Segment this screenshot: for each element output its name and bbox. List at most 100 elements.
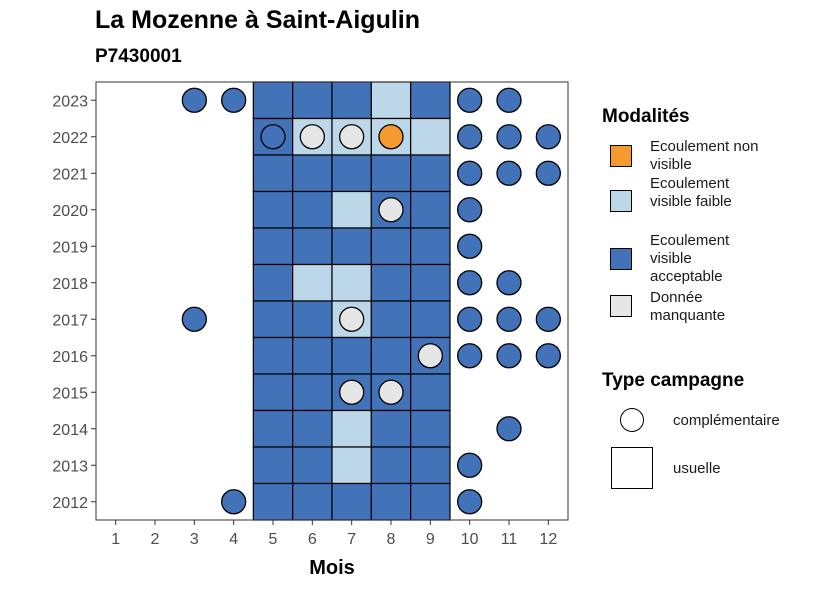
y-tick-label-2015: 2015 — [52, 385, 88, 402]
tiles-layer — [252, 81, 451, 521]
axes-layer: 1 2 3 4 5 6 7 8 9 10 11 122012201320142015201620172… — [52, 93, 557, 579]
x-tick-label-11: 11 — [501, 531, 518, 548]
point-2022-8 — [378, 124, 404, 150]
tile-2017-6 — [292, 300, 333, 339]
y-tick-label-2018: 2018 — [52, 276, 88, 293]
legend-key-visible-faible — [610, 190, 632, 212]
point-2020-10 — [457, 197, 483, 223]
point-2022-6 — [299, 124, 325, 150]
point-2023-4 — [221, 87, 247, 113]
tile-2020-5 — [252, 190, 294, 229]
point-2016-11 — [496, 343, 522, 369]
point-2023-3 — [181, 87, 207, 113]
legend-key-visible-acceptable — [610, 248, 632, 270]
x-tick-label-10: 10 — [461, 531, 479, 548]
point-2023-10 — [457, 87, 483, 113]
tile-2020-9 — [410, 190, 451, 229]
tile-2018-5 — [252, 263, 294, 302]
tile-2017-9 — [410, 300, 451, 339]
point-2021-12 — [535, 160, 561, 186]
y-tick-label-2014: 2014 — [52, 422, 88, 439]
x-tick-label-9: 9 — [426, 531, 435, 548]
tile-2012-8 — [370, 482, 412, 521]
legend-key-non-visible — [610, 145, 632, 167]
tile-2020-6 — [292, 190, 333, 229]
x-tick-label-7: 7 — [347, 531, 356, 548]
tile-2016-8 — [370, 336, 412, 375]
x-tick-label-2: 2 — [151, 531, 160, 548]
legend-modalites-title: Modalités — [602, 106, 690, 127]
tile-2016-7 — [331, 336, 372, 375]
point-2023-11 — [496, 87, 522, 113]
tile-2014-9 — [410, 409, 451, 448]
legend-key-complementaire — [620, 408, 644, 432]
legend-label-visible-acceptable: Ecoulement visible acceptable — [650, 232, 730, 285]
tile-2013-9 — [410, 446, 451, 485]
tile-2014-7 — [331, 409, 372, 448]
point-2021-11 — [496, 160, 522, 186]
legend-key-usuelle — [611, 447, 653, 489]
tile-2021-6 — [292, 154, 333, 193]
point-2020-8 — [378, 197, 404, 223]
point-2012-4 — [221, 489, 247, 515]
x-tick-label-12: 12 — [539, 531, 557, 548]
y-tick-label-2023: 2023 — [52, 93, 88, 110]
tile-2013-8 — [370, 446, 412, 485]
tile-2018-7 — [331, 263, 372, 302]
tile-2014-8 — [370, 409, 412, 448]
tile-2014-5 — [252, 409, 294, 448]
point-2016-9 — [417, 343, 443, 369]
y-tick-label-2022: 2022 — [52, 130, 88, 147]
points-layer — [181, 87, 561, 515]
point-2022-10 — [457, 124, 483, 150]
tile-2021-7 — [331, 154, 372, 193]
y-tick-label-2019: 2019 — [52, 239, 88, 256]
y-tick-label-2016: 2016 — [52, 349, 88, 366]
tile-2023-7 — [331, 81, 372, 120]
point-2014-11 — [496, 416, 522, 442]
tile-2012-9 — [410, 482, 451, 521]
x-tick-label-3: 3 — [190, 531, 199, 548]
tile-2013-7 — [331, 446, 372, 485]
point-2017-11 — [496, 306, 522, 332]
tile-2019-9 — [410, 227, 451, 266]
legend-label-complementaire: complémentaire — [673, 412, 780, 429]
tile-2022-9 — [410, 117, 451, 156]
x-tick-label-1: 1 — [111, 531, 120, 548]
tile-2019-7 — [331, 227, 372, 266]
tile-2014-6 — [292, 409, 333, 448]
tile-2020-7 — [331, 190, 372, 229]
point-2018-11 — [496, 270, 522, 296]
legend-key-donnee-manquante — [610, 295, 632, 317]
y-tick-label-2013: 2013 — [52, 458, 88, 475]
point-2012-10 — [457, 489, 483, 515]
point-2021-10 — [457, 160, 483, 186]
tile-2023-9 — [410, 81, 451, 120]
tile-2015-9 — [410, 373, 451, 412]
tile-2023-8 — [370, 81, 412, 120]
point-2013-10 — [457, 452, 483, 478]
tile-2012-6 — [292, 482, 333, 521]
y-tick-label-2021: 2021 — [52, 166, 88, 183]
tile-2018-6 — [292, 263, 333, 302]
point-2017-12 — [535, 306, 561, 332]
tile-2013-6 — [292, 446, 333, 485]
tile-2021-8 — [370, 154, 412, 193]
tile-2012-5 — [252, 482, 294, 521]
tile-2021-5 — [252, 154, 294, 193]
point-2017-10 — [457, 306, 483, 332]
tile-2018-8 — [370, 263, 412, 302]
y-tick-label-2020: 2020 — [52, 203, 88, 220]
tile-2017-5 — [252, 300, 294, 339]
point-2022-7 — [339, 124, 365, 150]
chart-title: La Mozenne à Saint-Aigulin — [95, 6, 421, 34]
tile-2019-5 — [252, 227, 294, 266]
tile-2021-9 — [410, 154, 451, 193]
chart-subtitle: P7430001 — [95, 46, 182, 67]
x-axis-label: Mois — [309, 557, 355, 579]
point-2017-3 — [181, 306, 207, 332]
tile-2023-6 — [292, 81, 333, 120]
point-2018-10 — [457, 270, 483, 296]
plot-panel-border — [95, 81, 569, 521]
